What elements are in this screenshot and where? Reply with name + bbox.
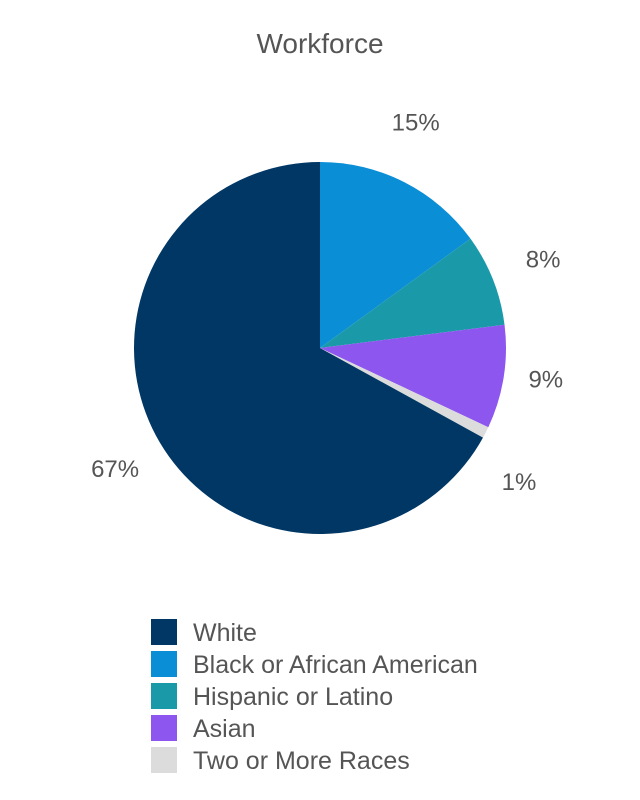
chart-title: Workforce xyxy=(256,28,383,59)
pie-slice-hispanic-or-latino xyxy=(320,238,505,348)
slice-label-two-or-more-races: 1% xyxy=(502,469,537,496)
legend-swatch-white xyxy=(151,619,177,645)
legend-label-black-or-african-american: Black or African American xyxy=(193,651,478,679)
legend: White Black or African American Hispanic o… xyxy=(151,619,478,775)
slice-labels: 15% 8% 9% 1% 67% xyxy=(91,110,563,497)
slice-label-white: 67% xyxy=(91,456,139,483)
legend-swatch-asian xyxy=(151,715,177,741)
slice-label-asian: 9% xyxy=(528,367,563,394)
pie-slices xyxy=(133,161,506,534)
legend-label-hispanic-or-latino: Hispanic or Latino xyxy=(193,683,393,711)
pie-slice-asian xyxy=(320,324,506,428)
legend-swatch-two-or-more-races xyxy=(151,747,177,773)
legend-label-asian: Asian xyxy=(193,715,256,743)
legend-swatch-hispanic-or-latino xyxy=(151,683,177,709)
legend-swatch-black-or-african-american xyxy=(151,651,177,677)
legend-label-two-or-more-races: Two or More Races xyxy=(193,747,410,775)
pie-slice-white xyxy=(133,161,483,534)
pie-slice-black-or-african-american xyxy=(320,162,471,348)
slice-label-black-or-african-american: 15% xyxy=(392,110,440,137)
pie-slice-two-or-more-races xyxy=(320,348,489,438)
legend-label-white: White xyxy=(193,619,257,647)
slice-label-hispanic-or-latino: 8% xyxy=(526,247,561,274)
